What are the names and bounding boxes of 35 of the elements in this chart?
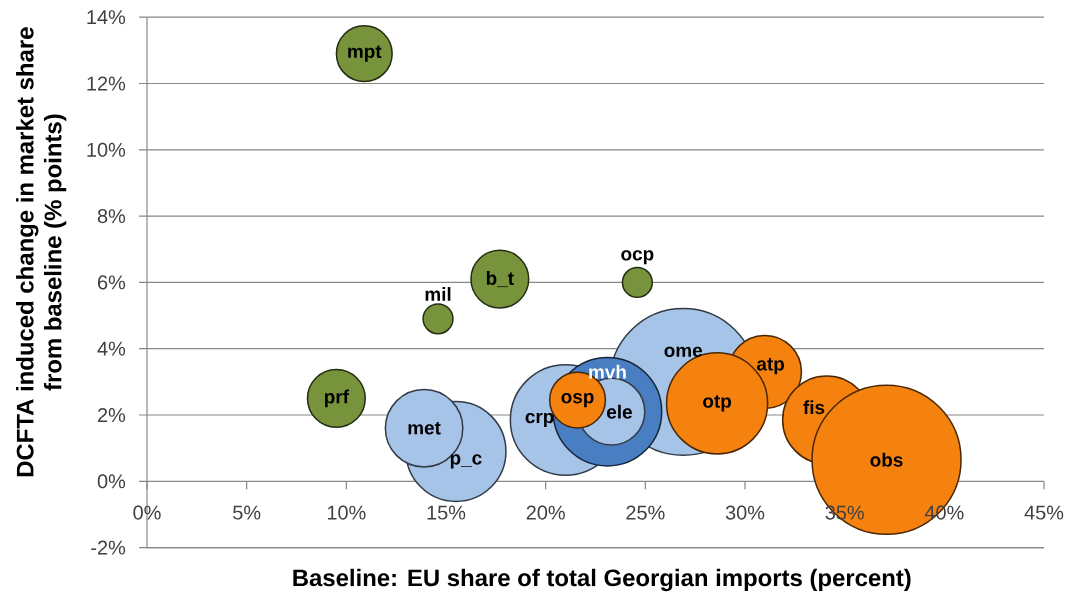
- x-tick-label: 5%: [233, 505, 261, 520]
- y-tick-label: 12%: [87, 76, 126, 91]
- annotation: prf: [325, 389, 350, 408]
- annotation: osp: [561, 393, 594, 408]
- annotation: ele: [607, 404, 632, 419]
- annotation: met: [408, 422, 441, 435]
- annotation: fis: [803, 400, 825, 415]
- y-tick-label: 6%: [98, 275, 126, 290]
- x-axis-title: Baseline: EU share of total Georgian imports (percent): [293, 568, 911, 592]
- y-tick-label: 2%: [98, 407, 126, 423]
- annotation: mpt: [348, 45, 382, 62]
- y-tick-label: 0%: [97, 474, 126, 489]
- annotation: ome: [664, 346, 703, 358]
- y-tick-label: 4%: [97, 341, 126, 356]
- x-tick-label: 30%: [725, 505, 765, 520]
- annotation: p_c: [450, 454, 482, 469]
- y-tick-label: 8%: [97, 209, 126, 224]
- x-tick-label: 45%: [1024, 505, 1064, 520]
- x-tick-label: 20%: [526, 505, 565, 520]
- annotation: b_t: [486, 271, 514, 288]
- x-tick-label: 10%: [327, 505, 366, 520]
- x-tick-label: 0%: [133, 505, 161, 520]
- y-tick-label: -2%: [91, 540, 126, 555]
- annotation: crp: [525, 412, 554, 428]
- y-axis-title: DCFTA induced change in market share from baseline (% points): [16, 27, 67, 477]
- annotation: ocp: [621, 250, 654, 265]
- y-tick-label: 10%: [87, 142, 126, 157]
- annotation: mil: [425, 287, 451, 301]
- y-tick-label: 14%: [87, 10, 126, 25]
- x-tick-label: 25%: [626, 505, 665, 520]
- annotation: obs: [870, 452, 903, 467]
- annotation: mvh: [589, 364, 626, 379]
- x-tick-label: 15%: [427, 505, 466, 520]
- annotation: otp: [703, 395, 732, 412]
- annotation: atp: [756, 358, 785, 375]
